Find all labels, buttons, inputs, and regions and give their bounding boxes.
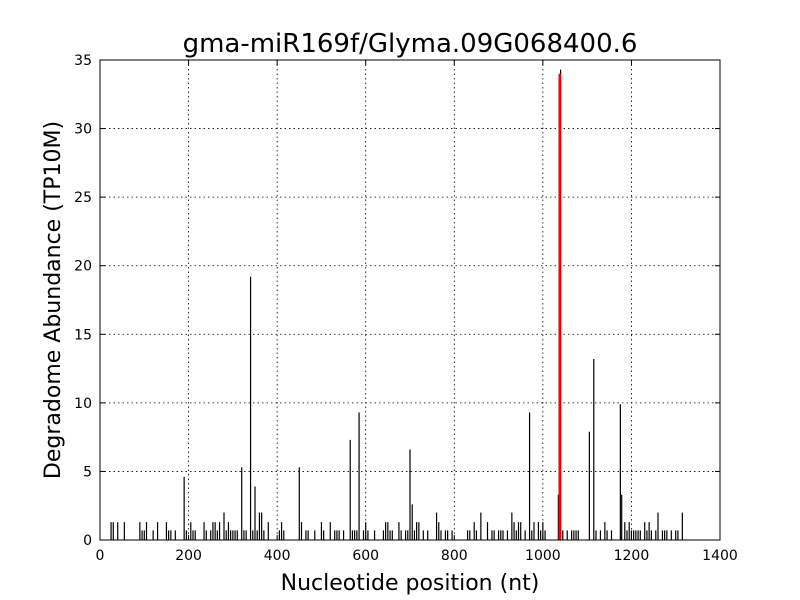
y-axis-title: Degradome Abundance (TP10M) [41, 121, 66, 479]
x-axis-title: Nucleotide position (nt) [281, 571, 540, 596]
x-tick-label: 400 [264, 548, 291, 564]
x-axis-ticks: 0 200 400 600 800 1000 1200 1400 [96, 60, 738, 564]
y-tick-label: 25 [74, 190, 92, 206]
y-tick-label: 5 [83, 464, 92, 480]
y-tick-label: 0 [83, 533, 92, 549]
y-tick-label: 20 [74, 259, 92, 275]
x-tick-label: 1400 [702, 548, 738, 564]
x-tick-label: 800 [441, 548, 468, 564]
x-tick-label: 200 [175, 548, 202, 564]
y-tick-label: 10 [74, 396, 92, 412]
plot-area-frame [99, 59, 721, 541]
x-tick-label: 600 [352, 548, 379, 564]
x-tick-label: 1000 [525, 548, 561, 564]
chart-title: gma-miR169f/Glyma.09G068400.6 [183, 29, 638, 59]
y-tick-label: 35 [74, 53, 92, 69]
x-tick-label: 0 [96, 548, 105, 564]
grid-lines [100, 60, 720, 540]
y-tick-label: 30 [74, 122, 92, 138]
data-stems [110, 69, 683, 540]
y-axis-ticks: 0 5 10 15 20 25 30 35 [74, 53, 720, 549]
x-tick-label: 1200 [614, 548, 650, 564]
y-tick-label: 15 [74, 327, 92, 343]
